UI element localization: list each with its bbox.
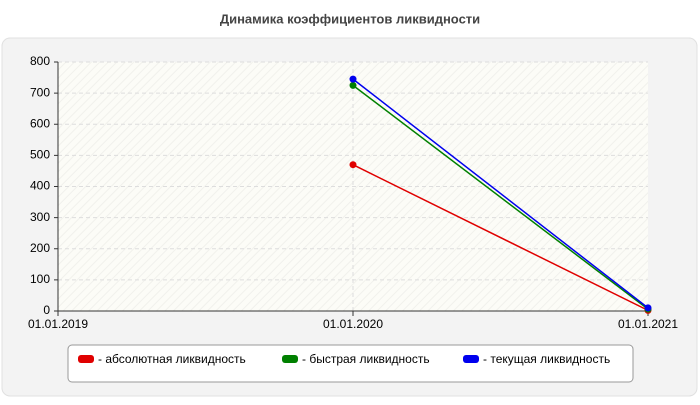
x-tick-label: 01.01.2021 [618,317,678,331]
series-line [352,84,649,310]
y-tick-label: 100 [30,272,50,286]
point [349,81,357,89]
y-tick-label: 400 [30,179,50,193]
y-tick-label: 200 [30,241,50,255]
chart-title: Динамика коэффициентов ликвидности [220,11,480,26]
legend-label: - текущая ликвидность [483,352,610,366]
point [349,161,357,169]
x-tick-label: 01.01.2020 [323,317,383,331]
y-tick-label: 0 [43,303,50,317]
legend [67,344,634,383]
x-tick-label: 01.01.2019 [28,317,88,331]
y-tick-label: 800 [30,54,50,68]
series-line [352,78,649,309]
legend-label: - абсолютная ликвидность [98,352,246,366]
point [349,75,357,83]
legend-swatch [78,355,94,363]
y-tick-label: 300 [30,210,50,224]
legend-swatch [282,355,298,363]
legend-swatch [463,355,479,363]
y-tick-label: 600 [30,116,50,130]
y-tick-label: 500 [30,148,50,162]
point [644,304,652,312]
series-line [352,164,649,312]
legend-label: - быстрая ликвидность [302,352,430,366]
y-tick-label: 700 [30,85,50,99]
